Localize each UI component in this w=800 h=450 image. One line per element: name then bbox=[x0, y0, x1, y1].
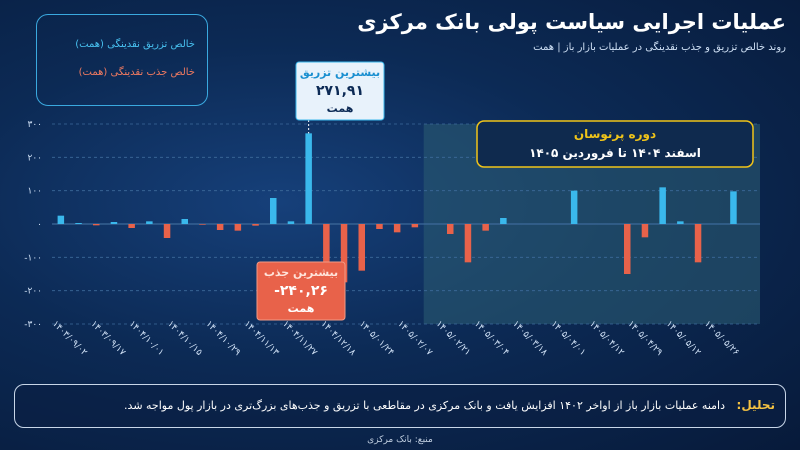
x-tick-label: ۱۴۰۵/۰۵/۱۲ bbox=[664, 319, 703, 358]
bar-absorption bbox=[624, 224, 631, 274]
callout-max-absorption: بیشترین جذب -۲۴۰,۲۶ همت bbox=[256, 261, 346, 321]
callout-max-absorption-box bbox=[256, 261, 346, 321]
bar-injection bbox=[677, 221, 684, 224]
x-tick-label: ۱۴۰۵/۰۴/۲۹ bbox=[625, 319, 664, 358]
x-tick-label: ۱۴۰۵/۰۵/۲۶ bbox=[702, 319, 741, 358]
x-tick-label: ۱۴۰۳/۰۹/۱۷ bbox=[88, 319, 127, 358]
source-note: منبع: بانک مرکزی bbox=[367, 435, 433, 445]
x-tick-label: ۱۴۰۵/۰۲/۲۱ bbox=[434, 319, 473, 358]
y-tick-label: -۳۰۰ bbox=[24, 320, 42, 330]
callout-max-injection-value: ۲۷۱,۹۱ bbox=[316, 83, 364, 99]
bar-absorption bbox=[358, 224, 365, 271]
x-tick-label: ۱۴۰۵/۰۴/۱۲ bbox=[587, 319, 626, 358]
x-tick-label: ۱۴۰۵/۰۳/۰۴ bbox=[472, 319, 511, 358]
forecast-range: اسفند ۱۴۰۴ تا فروردین ۱۴۰۵ bbox=[529, 146, 701, 161]
bar-injection bbox=[270, 198, 277, 224]
page-subtitle: روند خالص تزریق و جذب نقدینگی در عملیات … bbox=[533, 42, 786, 53]
bar-absorption bbox=[163, 224, 171, 238]
bar-injection bbox=[570, 190, 578, 224]
callout-max-injection-label: بیشترین تزریق bbox=[300, 66, 380, 79]
y-tick-label: ۳۰۰ bbox=[27, 120, 42, 130]
y-tick-label: -۲۰۰ bbox=[24, 287, 42, 297]
bar-absorption bbox=[464, 224, 472, 263]
legend-injection: خالص تزریق نقدینگی (همت) bbox=[75, 39, 195, 50]
x-tick-label: ۱۴۰۵/۰۱/۲۴ bbox=[357, 319, 396, 358]
bar-injection bbox=[110, 222, 118, 224]
x-tick-label: ۱۴۰۴/۱۰/۰۱ bbox=[127, 319, 166, 358]
bar-absorption bbox=[393, 224, 401, 233]
bar-absorption bbox=[252, 224, 259, 226]
bar-absorption bbox=[694, 224, 702, 263]
y-tick-label: ۰ bbox=[37, 220, 42, 230]
callout-max-absorption-label: بیشترین جذب bbox=[264, 266, 338, 279]
forecast-title: دوره پرنوسان bbox=[574, 127, 656, 142]
x-tick-label: ۱۴۰۴/۱۰/۱۵ bbox=[165, 319, 204, 358]
analysis-note: تحلیل: دامنه عملیات بازار باز از اواخر ۱… bbox=[14, 384, 786, 428]
bar-absorption bbox=[482, 224, 489, 231]
y-tick-label: -۱۰۰ bbox=[24, 253, 42, 263]
note-text: دامنه عملیات بازار باز از اواخر ۱۴۰۲ افز… bbox=[124, 399, 725, 412]
bar-absorption bbox=[376, 224, 383, 229]
x-tick-label: ۱۴۰۴/۱۲/۱۸ bbox=[319, 319, 358, 358]
bar-absorption bbox=[199, 224, 206, 225]
x-tick-label: ۱۴۰۴/۱۰/۲۹ bbox=[203, 319, 242, 358]
y-tick-label: ۱۰۰ bbox=[27, 187, 42, 197]
x-tick-label: ۱۴۰۴/۱۱/۲۷ bbox=[280, 319, 319, 358]
callout-max-absorption-value: -۲۴۰,۲۶ bbox=[274, 283, 328, 299]
bar-injection bbox=[500, 218, 507, 224]
x-tick-label: ۱۴۰۳/۰۹/۰۲ bbox=[50, 319, 89, 358]
bar-absorption bbox=[234, 224, 242, 231]
bar-absorption bbox=[340, 224, 348, 283]
bar-injection bbox=[57, 215, 65, 224]
bar-absorption bbox=[93, 224, 100, 226]
x-tick-label: ۱۴۰۵/۰۳/۱۸ bbox=[510, 319, 549, 358]
x-tick-label: ۱۴۰۴/۱۱/۱۳ bbox=[242, 319, 281, 358]
bar-injection bbox=[181, 219, 188, 224]
callout-max-injection-box bbox=[295, 61, 385, 121]
forecast-label-box: دوره پرنوسان اسفند ۱۴۰۴ تا فروردین ۱۴۰۵ bbox=[476, 120, 754, 168]
y-tick-label: ۲۰۰ bbox=[27, 153, 42, 163]
callout-max-injection: بیشترین تزریق ۲۷۱,۹۱ همت bbox=[295, 61, 385, 134]
bar-absorption bbox=[641, 224, 649, 238]
bar-injection bbox=[75, 223, 82, 224]
chart-legend: خالص تزریق نقدینگی (همت) خالص جذب نقدینگ… bbox=[36, 14, 208, 106]
bar-absorption bbox=[411, 224, 419, 228]
bar-absorption bbox=[128, 224, 135, 228]
callout-max-absorption-unit: همت bbox=[288, 302, 315, 315]
bar-injection bbox=[659, 187, 666, 224]
x-tick-label: ۱۴۰۵/۰۲/۰۷ bbox=[395, 319, 434, 358]
bar-injection bbox=[287, 221, 295, 224]
x-tick-label: ۱۴۰۵/۰۴/۰۱ bbox=[549, 319, 588, 358]
bar-injection bbox=[730, 191, 737, 224]
bar-injection bbox=[305, 133, 312, 224]
note-label: تحلیل: bbox=[736, 398, 775, 412]
bar-absorption bbox=[216, 224, 224, 230]
legend-absorption: خالص جذب نقدینگی (همت) bbox=[78, 67, 195, 78]
bar-injection bbox=[146, 221, 153, 224]
bar-absorption bbox=[447, 224, 454, 234]
callout-max-injection-unit: همت bbox=[327, 102, 354, 115]
page-title: عملیات اجرایی سیاست پولی بانک مرکزی bbox=[357, 10, 786, 34]
forecast-box bbox=[476, 120, 754, 168]
